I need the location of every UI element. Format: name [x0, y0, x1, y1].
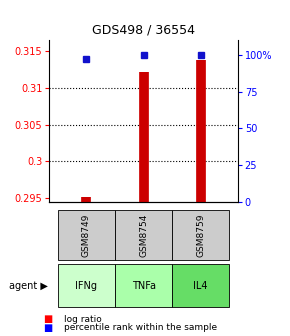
Text: ■: ■ [44, 314, 53, 324]
Text: IFNg: IFNg [75, 281, 97, 291]
Text: ■: ■ [44, 323, 53, 333]
Text: GSM8754: GSM8754 [139, 213, 148, 257]
Text: GSM8749: GSM8749 [82, 213, 91, 257]
Text: IL4: IL4 [193, 281, 208, 291]
Title: GDS498 / 36554: GDS498 / 36554 [92, 24, 195, 36]
Text: percentile rank within the sample: percentile rank within the sample [64, 323, 217, 332]
Text: agent ▶: agent ▶ [9, 281, 48, 291]
Text: TNFa: TNFa [132, 281, 155, 291]
Text: log ratio: log ratio [64, 315, 102, 324]
Text: GSM8759: GSM8759 [196, 213, 205, 257]
